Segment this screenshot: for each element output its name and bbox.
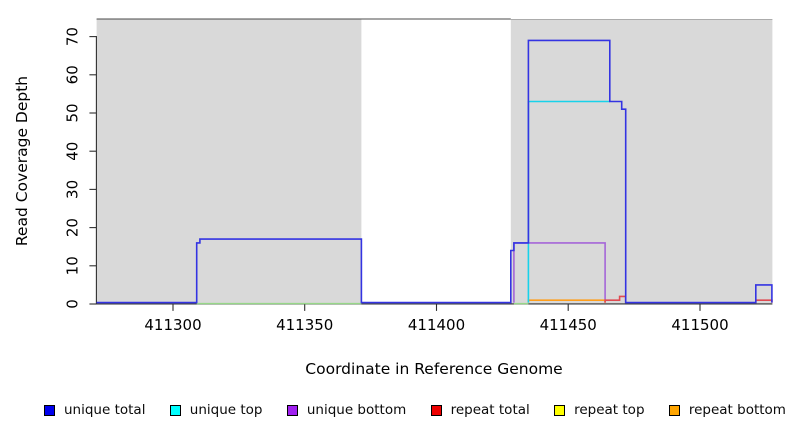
y-tick-label: 30 (64, 180, 82, 199)
y-axis-title: Read Coverage Depth (13, 75, 31, 247)
legend-item-repeat-top: repeat top (554, 402, 645, 418)
repeat-bottom-swatch-icon (668, 404, 680, 416)
unique-top-swatch-icon (169, 404, 181, 416)
y-tick-label: 70 (64, 27, 82, 46)
x-tick-label: 411300 (144, 316, 201, 334)
legend-label: unique bottom (306, 402, 407, 418)
unique-total-swatch-icon (44, 404, 55, 416)
repeat-total-swatch-icon (430, 404, 442, 416)
x-axis-title: Coordinate in Reference Genome (305, 360, 563, 378)
masked-region (96, 19, 362, 304)
legend-label: unique top (189, 402, 263, 418)
y-tick-label: 20 (64, 218, 82, 237)
x-tick-label: 411450 (540, 316, 597, 334)
legend-label: repeat total (450, 402, 530, 418)
series-unique-bottom (513, 242, 606, 303)
y-tick-label: 10 (64, 256, 82, 275)
y-tick-label: 0 (64, 299, 82, 309)
legend-item-unique-bottom: unique bottom (286, 402, 407, 418)
repeat-top-swatch-icon (554, 404, 566, 416)
legend: unique total unique top unique bottom re… (44, 399, 786, 421)
x-tick-label: 411350 (276, 316, 333, 334)
y-tick-label: 60 (64, 65, 82, 84)
series-unique-total (96, 39, 773, 304)
legend-label: repeat bottom (688, 402, 786, 418)
y-tick-label: 40 (64, 142, 82, 161)
masked-region (510, 19, 773, 304)
legend-label: unique total (64, 402, 146, 418)
legend-item-repeat-bottom: repeat bottom (668, 402, 786, 418)
x-tick-label: 411400 (408, 316, 465, 334)
legend-item-repeat-total: repeat total (430, 402, 530, 418)
legend-item-unique-top: unique top (169, 402, 263, 418)
legend-label: repeat top (574, 402, 645, 418)
x-tick-label: 411500 (671, 316, 728, 334)
unique-bottom-swatch-icon (286, 404, 298, 416)
legend-item-unique-total: unique total (44, 402, 145, 418)
y-tick-label: 50 (64, 103, 82, 122)
